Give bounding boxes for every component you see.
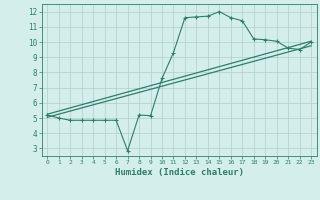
X-axis label: Humidex (Indice chaleur): Humidex (Indice chaleur) — [115, 168, 244, 177]
